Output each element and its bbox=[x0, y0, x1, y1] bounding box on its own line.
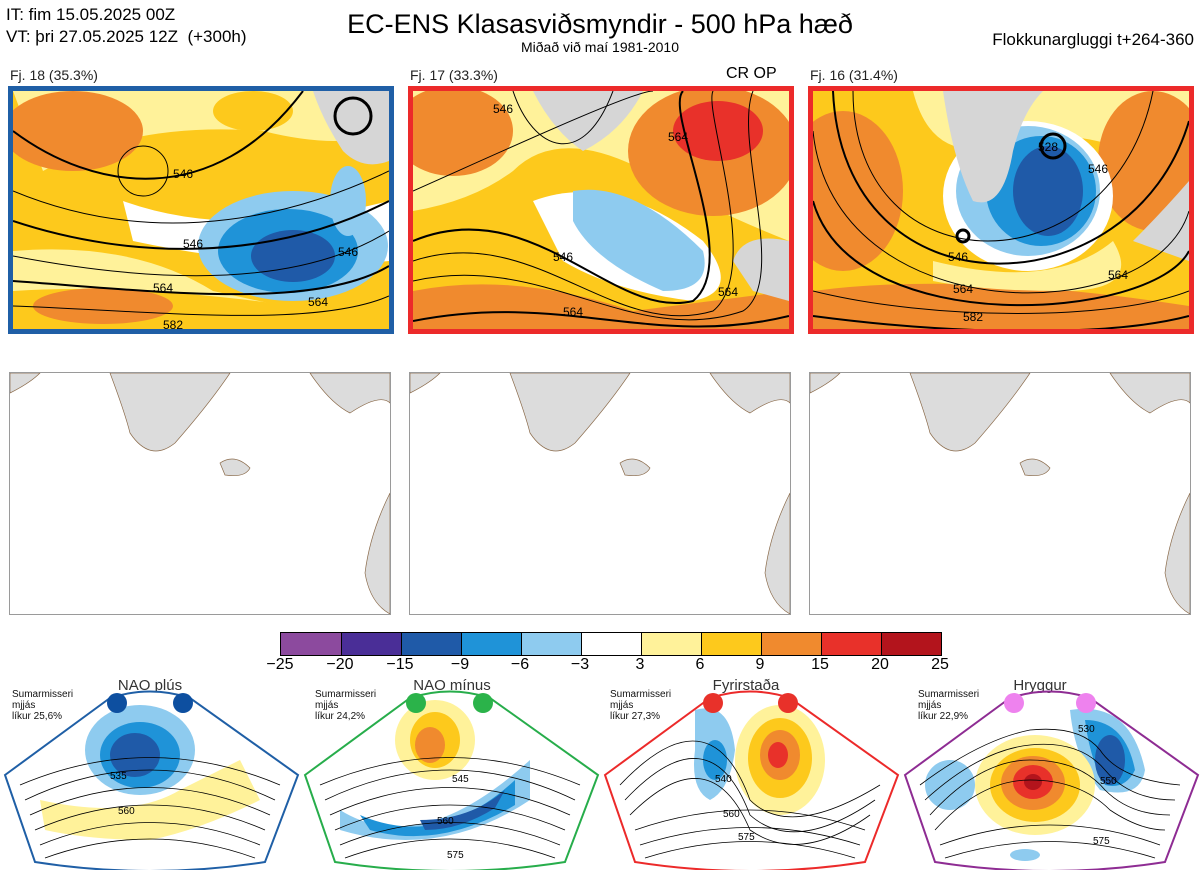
colorbar-tick: 6 bbox=[695, 656, 705, 673]
colorbar-tick: −6 bbox=[510, 656, 530, 673]
regime-1-title: NAO plús bbox=[117, 677, 183, 694]
header-info: IT: fim 15.05.2025 00Z VT: þri 27.05.2025… bbox=[6, 4, 247, 48]
cluster-1-label: Fj. 18 (35.3%) bbox=[10, 67, 98, 83]
svg-text:560: 560 bbox=[723, 809, 740, 820]
cluster-1-anomaly-map bbox=[9, 372, 391, 615]
valid-time: VT: þri 27.05.2025 12Z (+300h) bbox=[6, 27, 247, 46]
colorbar-bin bbox=[581, 633, 641, 655]
page-title: EC-ENS Klasasviðsmyndir - 500 hPa hæð bbox=[347, 9, 853, 39]
init-time: IT: fim 15.05.2025 00Z bbox=[6, 5, 176, 24]
svg-text:560: 560 bbox=[118, 806, 135, 817]
classification-window: Flokkunargluggi t+264-360 bbox=[992, 30, 1194, 49]
cluster-3-contour-label: 528 bbox=[1038, 140, 1058, 154]
regime-3-map: 540 560 575 bbox=[603, 690, 900, 870]
cluster-1-contour-label: 546 bbox=[173, 167, 193, 181]
regime-4-probability: Sumarmisseri mjjás líkur 22,9% bbox=[918, 689, 980, 722]
regime-2-probability: Sumarmisseri mjjás líkur 24,2% bbox=[315, 689, 377, 722]
cluster-1-contour-label: 582 bbox=[163, 318, 183, 329]
regime-4-marker-left bbox=[1004, 693, 1024, 713]
colorbar-bin bbox=[401, 633, 461, 655]
svg-text:535: 535 bbox=[110, 771, 127, 782]
colorbar-tick: −15 bbox=[386, 656, 414, 673]
cluster-1-contour-label: 546 bbox=[338, 245, 358, 259]
colorbar-bin bbox=[701, 633, 761, 655]
regime-1-marker-right bbox=[173, 693, 193, 713]
svg-text:575: 575 bbox=[738, 832, 755, 843]
colorbar-bin bbox=[761, 633, 821, 655]
colorbar-tick: −9 bbox=[450, 656, 470, 673]
svg-text:560: 560 bbox=[437, 816, 454, 827]
colorbar-tick: 15 bbox=[811, 656, 829, 673]
cluster-2-label: Fj. 17 (33.3%) bbox=[410, 67, 498, 83]
svg-text:545: 545 bbox=[452, 774, 469, 785]
regime-2-marker-right bbox=[473, 693, 493, 713]
colorbar-bin bbox=[341, 633, 401, 655]
regime-4-marker-right bbox=[1076, 693, 1096, 713]
cluster-2-map: 546 564 546 564 564 bbox=[408, 86, 794, 334]
regime-1-marker-left bbox=[107, 693, 127, 713]
regime-2-map: 545 560 575 bbox=[303, 690, 600, 870]
cluster-1-contour-label: 564 bbox=[153, 281, 173, 295]
cluster-2-tag: CR OP bbox=[726, 65, 777, 82]
regime-3-title: Fyrirstaða bbox=[712, 677, 780, 694]
cluster-1-map: 546 546 546 564 564 582 bbox=[8, 86, 394, 334]
regime-2-title: NAO mínus bbox=[413, 677, 491, 694]
svg-text:550: 550 bbox=[1100, 776, 1117, 787]
cluster-1-contour-label: 564 bbox=[308, 295, 328, 309]
regime-3-marker-left bbox=[703, 693, 723, 713]
colorbar-tick: 25 bbox=[931, 656, 949, 673]
regime-2-marker-left bbox=[406, 693, 426, 713]
page-subtitle: Miðað við maí 1981-2010 bbox=[521, 39, 679, 55]
svg-text:575: 575 bbox=[447, 850, 464, 861]
cluster-2-contour-label: 546 bbox=[553, 250, 573, 264]
colorbar bbox=[280, 632, 942, 656]
regime-4-title: Hryggur bbox=[1013, 677, 1067, 694]
cluster-3-anomaly-map bbox=[809, 372, 1191, 615]
cluster-3-contour-label: 564 bbox=[953, 282, 973, 296]
cluster-2-contour-label: 564 bbox=[668, 130, 688, 144]
colorbar-tick: −20 bbox=[326, 656, 354, 673]
regime-1-probability: Sumarmisseri mjjás líkur 25,6% bbox=[12, 689, 74, 722]
regime-4-map: 530 550 575 bbox=[903, 690, 1200, 870]
colorbar-bin bbox=[641, 633, 701, 655]
colorbar-bin bbox=[281, 633, 341, 655]
colorbar-bin bbox=[461, 633, 521, 655]
colorbar-tick: 9 bbox=[755, 656, 765, 673]
cluster-3-contour-label: 564 bbox=[1108, 268, 1128, 282]
colorbar-bin bbox=[821, 633, 881, 655]
svg-text:575: 575 bbox=[1093, 836, 1110, 847]
svg-text:530: 530 bbox=[1078, 724, 1095, 735]
cluster-3-contour-label: 546 bbox=[948, 250, 968, 264]
regime-1-map: 535 560 bbox=[3, 690, 300, 870]
cluster-3-label: Fj. 16 (31.4%) bbox=[810, 67, 898, 83]
cluster-1-contour-label: 546 bbox=[183, 237, 203, 251]
svg-text:540: 540 bbox=[715, 774, 732, 785]
cluster-2-anomaly-map bbox=[409, 372, 791, 615]
cluster-2-contour-label: 564 bbox=[718, 285, 738, 299]
colorbar-tick: 20 bbox=[871, 656, 889, 673]
regime-3-marker-right bbox=[778, 693, 798, 713]
cluster-2-contour-label: 546 bbox=[493, 102, 513, 116]
cluster-2-contour-label: 564 bbox=[563, 305, 583, 319]
cluster-3-contour-label: 582 bbox=[963, 310, 983, 324]
cluster-3-map: 528 546 546 564 564 582 bbox=[808, 86, 1194, 334]
colorbar-tick: −3 bbox=[570, 656, 590, 673]
colorbar-tick: −25 bbox=[266, 656, 294, 673]
cluster-3-contour-label: 546 bbox=[1088, 162, 1108, 176]
colorbar-bin bbox=[881, 633, 941, 655]
regime-3-probability: Sumarmisseri mjjás líkur 27,3% bbox=[610, 689, 672, 722]
colorbar-bin bbox=[521, 633, 581, 655]
colorbar-tick: 3 bbox=[635, 656, 645, 673]
